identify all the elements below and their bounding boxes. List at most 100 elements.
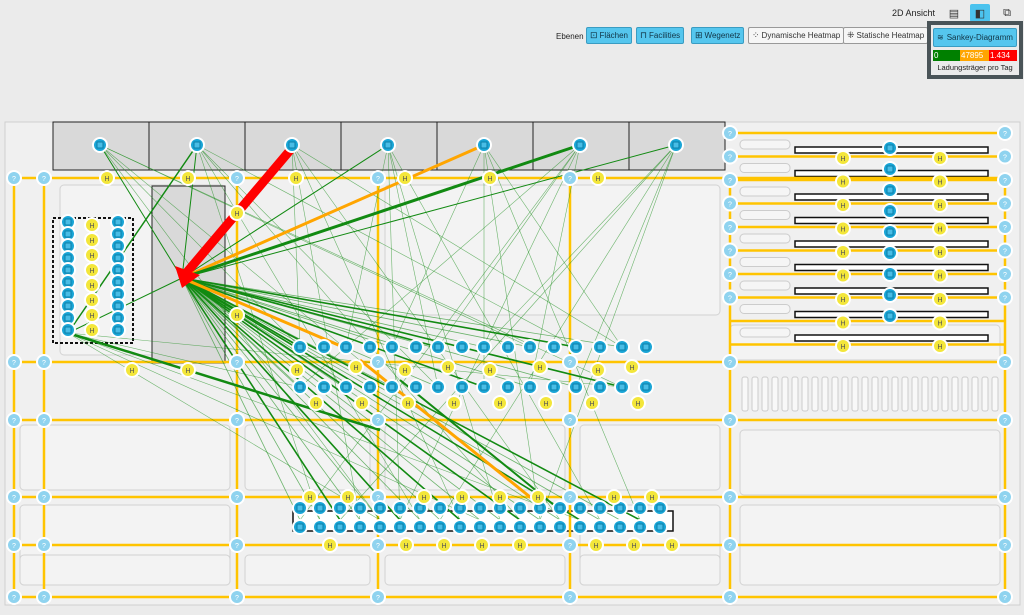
waypoint-node: ?: [997, 172, 1013, 188]
floor-plan-map[interactable]: ????????????????????????????????????????…: [0, 118, 1024, 615]
node-fill: [724, 197, 736, 210]
node-fill: [231, 172, 243, 184]
node-fill: [999, 291, 1011, 304]
node-core: [886, 144, 894, 152]
rack-slot: [791, 376, 799, 412]
layer-label: Wegenetz: [704, 31, 741, 40]
source-node: [362, 379, 378, 395]
waypoint-node: ?: [562, 537, 578, 553]
split-view-button[interactable]: ◧: [970, 4, 990, 22]
sankey-flow: [181, 143, 485, 280]
source-node: [92, 137, 108, 153]
waypoint-node: ?: [722, 412, 738, 428]
node-core: [616, 504, 624, 512]
sankey-diagram-button[interactable]: ≋ Sankey-Diagramm: [933, 28, 1017, 47]
node-core: [114, 278, 122, 286]
sankey-flow: [181, 277, 401, 521]
waypoint-symbol: ?: [728, 225, 732, 232]
source-node: [522, 339, 538, 355]
node-core: [64, 266, 72, 274]
node-fill: [372, 591, 384, 603]
handover-node: H: [512, 537, 528, 553]
handover-node: H: [482, 170, 498, 186]
node-fill: [38, 356, 50, 368]
node-fill: [86, 309, 98, 321]
window-view-button[interactable]: ⧉: [997, 4, 1017, 22]
node-core: [436, 523, 444, 531]
node-fill: [310, 397, 322, 409]
node-fill: [626, 361, 638, 373]
source-node: [332, 500, 348, 516]
node-fill: [324, 539, 336, 551]
sankey-flow: [181, 277, 581, 521]
sankey-flow: [483, 144, 641, 521]
sankey-flow: [181, 277, 623, 348]
layer-static-heatmap-button[interactable]: ⁜ Statische Heatmap: [843, 27, 929, 44]
layer-dynamic-heatmap-button[interactable]: ⁘ Dynamische Heatmap: [748, 27, 845, 44]
handover-symbol: H: [487, 368, 492, 375]
rack-slot: [831, 376, 839, 412]
node-core: [296, 383, 304, 391]
area: [19, 424, 231, 491]
layer-path-network-button[interactable]: ⊞ Wegenetz: [691, 27, 745, 44]
area: [739, 257, 791, 267]
source-node: [532, 519, 548, 535]
source-node: [512, 519, 528, 535]
source-node: [338, 379, 354, 395]
node-core: [576, 504, 584, 512]
node-fill: [86, 219, 98, 231]
handover-symbol: H: [89, 313, 94, 320]
area: [739, 163, 791, 173]
waypoint-node: ?: [36, 537, 52, 553]
handover-node: H: [835, 314, 851, 331]
source-node: [110, 214, 126, 230]
source-node: [384, 379, 400, 395]
layer-facilities-button[interactable]: ⊓ Facilities: [636, 27, 685, 44]
node-fill: [38, 491, 50, 503]
source-node: [408, 339, 424, 355]
sankey-flow: [181, 144, 677, 279]
rack-slot: [841, 376, 849, 412]
handover-symbol: H: [234, 211, 239, 218]
node-fill: [402, 397, 414, 409]
waypoint-node: ?: [997, 489, 1013, 505]
sankey-flow: [299, 144, 581, 521]
node-core: [64, 218, 72, 226]
node-core: [456, 504, 464, 512]
waypoint-symbol: ?: [42, 418, 46, 425]
sankey-flow: [196, 144, 521, 521]
rack-slot: [871, 376, 879, 412]
waypoint-node: ?: [722, 219, 738, 235]
node-fill: [999, 244, 1011, 257]
waypoint-node: ?: [997, 354, 1013, 370]
rack: [794, 334, 989, 342]
node-fill: [934, 175, 946, 188]
waypoint-node: ?: [562, 589, 578, 605]
handover-node: H: [454, 489, 470, 505]
node-core: [434, 343, 442, 351]
source-node: [60, 214, 76, 230]
save-view-button[interactable]: ▤: [944, 4, 964, 22]
node-core: [886, 228, 894, 236]
legend-max: 1.434: [989, 50, 1017, 61]
source-node: [572, 137, 588, 153]
area: [739, 327, 791, 338]
handover-node: H: [84, 322, 100, 338]
node-core: [572, 383, 580, 391]
waypoint-symbol: ?: [42, 595, 46, 602]
node-fill: [837, 222, 849, 235]
handover-symbol: H: [345, 495, 350, 502]
source-node: [612, 500, 628, 516]
node-core: [114, 302, 122, 310]
node-core: [886, 207, 894, 215]
handover-node: H: [590, 170, 606, 186]
waypoint-node: ?: [36, 589, 52, 605]
sankey-flow: [67, 332, 581, 521]
handover-node: H: [590, 362, 606, 378]
layer-areas-button[interactable]: ⊡ Flächen: [586, 27, 633, 44]
node-core: [193, 141, 201, 149]
source-node: [60, 286, 76, 302]
source-node: [316, 379, 332, 395]
source-node: [60, 238, 76, 254]
source-node: [882, 161, 898, 177]
